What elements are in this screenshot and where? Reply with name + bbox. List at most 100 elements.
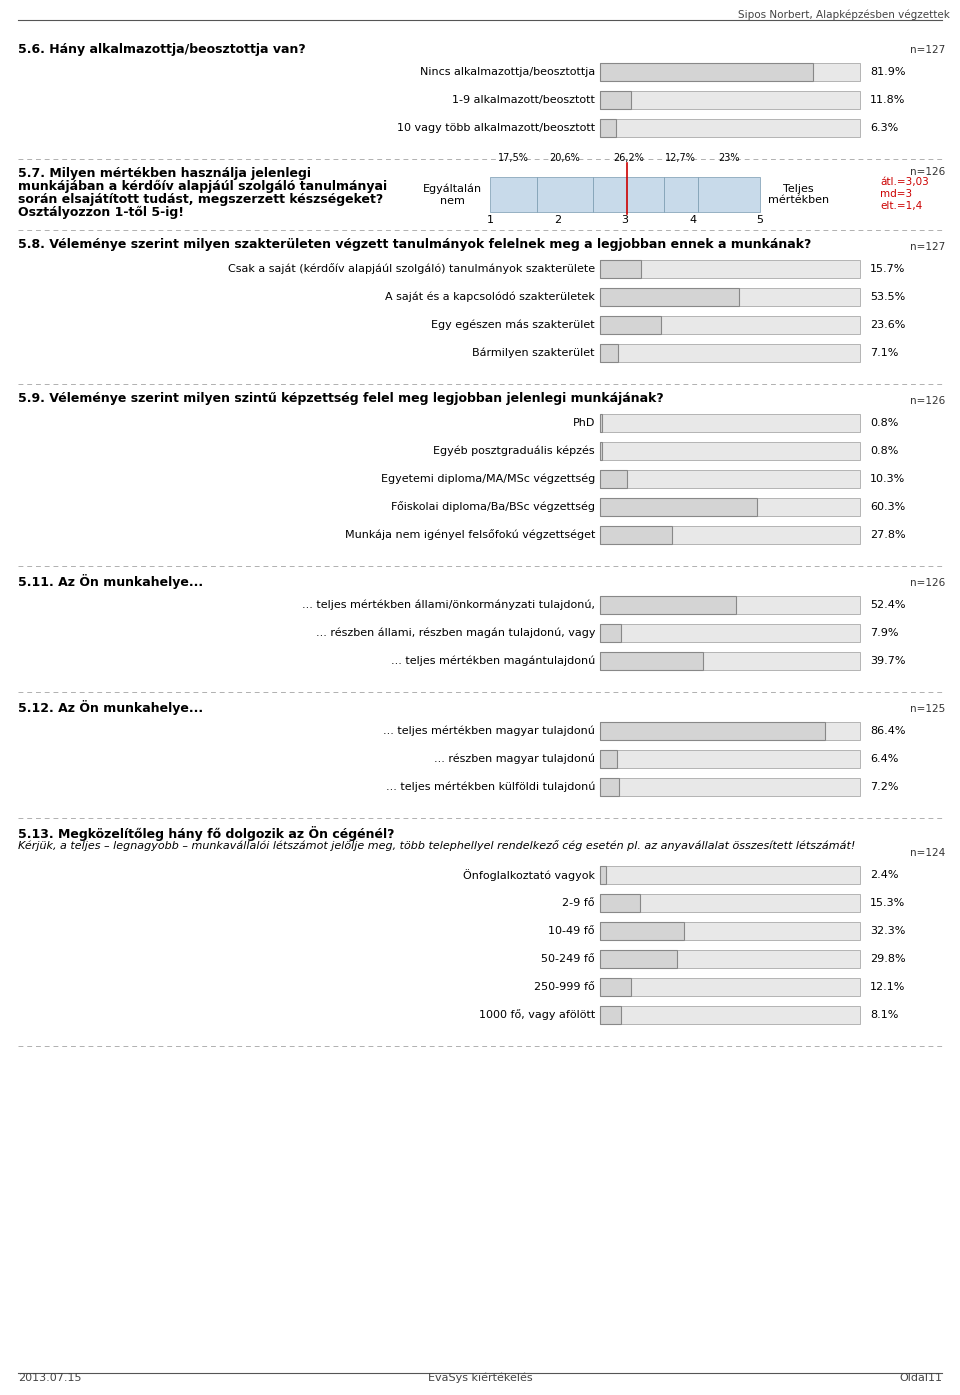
- Text: 8.1%: 8.1%: [870, 1010, 899, 1020]
- Text: n=126: n=126: [910, 578, 946, 589]
- Bar: [600, 978, 860, 996]
- Text: 20,6%: 20,6%: [550, 153, 581, 163]
- Text: n=126: n=126: [910, 396, 946, 406]
- Bar: [600, 922, 860, 940]
- Text: Sipos Norbert, Alapképzésben végzettek: Sipos Norbert, Alapképzésben végzettek: [738, 10, 950, 21]
- Text: ... részben magyar tulajdonú: ... részben magyar tulajdonú: [434, 753, 595, 764]
- Bar: [600, 317, 860, 333]
- Text: 17,5%: 17,5%: [498, 153, 529, 163]
- Text: n=125: n=125: [910, 704, 946, 714]
- Bar: [600, 470, 627, 488]
- Text: 29.8%: 29.8%: [870, 954, 905, 964]
- Text: Önfoglalkoztató vagyok: Önfoglalkoztató vagyok: [463, 869, 595, 882]
- Text: 11.8%: 11.8%: [870, 95, 905, 105]
- Text: 12.1%: 12.1%: [870, 982, 905, 992]
- Text: Teljes
mértékben: Teljes mértékben: [768, 184, 829, 205]
- Text: n=127: n=127: [910, 45, 946, 54]
- Text: 5: 5: [756, 215, 763, 225]
- Text: Nincs alkalmazottja/beosztottja: Nincs alkalmazottja/beosztottja: [420, 67, 595, 77]
- Bar: [600, 866, 860, 884]
- Bar: [600, 470, 860, 488]
- Bar: [600, 119, 860, 137]
- Bar: [600, 63, 860, 81]
- Text: 10 vagy több alkalmazott/beosztott: 10 vagy több alkalmazott/beosztott: [396, 123, 595, 133]
- Text: 0.8%: 0.8%: [870, 418, 899, 428]
- Bar: [600, 922, 684, 940]
- Text: 2.4%: 2.4%: [870, 870, 899, 880]
- Bar: [600, 259, 641, 278]
- Bar: [600, 1006, 621, 1024]
- Text: 81.9%: 81.9%: [870, 67, 905, 77]
- Bar: [600, 259, 860, 278]
- Text: 7.9%: 7.9%: [870, 628, 899, 638]
- Text: 5.7. Milyen mértékben használja jelenlegi: 5.7. Milyen mértékben használja jelenleg…: [18, 167, 311, 180]
- Text: 39.7%: 39.7%: [870, 656, 905, 665]
- Bar: [600, 866, 607, 884]
- Bar: [600, 345, 618, 361]
- Text: 5.8. Véleménye szerint milyen szakterületen végzett tanulmányok felelnek meg a l: 5.8. Véleménye szerint milyen szakterüle…: [18, 239, 811, 251]
- Bar: [600, 498, 860, 516]
- Text: 50-249 fő: 50-249 fő: [541, 954, 595, 964]
- Bar: [600, 751, 616, 769]
- Text: 23%: 23%: [718, 153, 740, 163]
- Text: Egyéb posztgraduális képzés: Egyéb posztgraduális képzés: [433, 446, 595, 456]
- Bar: [600, 287, 739, 306]
- Text: 60.3%: 60.3%: [870, 502, 905, 512]
- Bar: [600, 950, 678, 968]
- Bar: [600, 596, 860, 614]
- Text: Bármilyen szakterület: Bármilyen szakterület: [472, 347, 595, 359]
- Text: 1-9 alkalmazott/beosztott: 1-9 alkalmazott/beosztott: [452, 95, 595, 105]
- Bar: [600, 894, 860, 912]
- Bar: [600, 442, 602, 460]
- Text: elt.=1,4: elt.=1,4: [880, 201, 923, 211]
- Text: n=124: n=124: [910, 848, 946, 858]
- Bar: [600, 723, 825, 739]
- Bar: [600, 91, 860, 109]
- Bar: [600, 596, 736, 614]
- Text: 52.4%: 52.4%: [870, 600, 905, 610]
- Text: ... részben állami, részben magán tulajdonú, vagy: ... részben állami, részben magán tulajd…: [316, 628, 595, 639]
- Text: md=3: md=3: [880, 188, 912, 199]
- Bar: [600, 894, 639, 912]
- Bar: [663, 177, 698, 212]
- Bar: [593, 177, 663, 212]
- Text: Csak a saját (kérdőív alapjáúl szolgáló) tanulmányok szakterülete: Csak a saját (kérdőív alapjáúl szolgáló)…: [228, 264, 595, 275]
- Text: 53.5%: 53.5%: [870, 292, 905, 301]
- Text: Főiskolai diploma/Ba/BSc végzettség: Főiskolai diploma/Ba/BSc végzettség: [391, 502, 595, 512]
- Bar: [600, 526, 860, 544]
- Bar: [538, 177, 593, 212]
- Bar: [600, 498, 756, 516]
- Text: n=126: n=126: [910, 167, 946, 177]
- Text: 27.8%: 27.8%: [870, 530, 905, 540]
- Text: 5.11. Az Ön munkahelye...: 5.11. Az Ön munkahelye...: [18, 573, 204, 589]
- Text: munkájában a kérdőív alapjáúl szolgáló tanulmányai: munkájában a kérdőív alapjáúl szolgáló t…: [18, 180, 387, 193]
- Text: ... teljes mértékben magántulajdonú: ... teljes mértékben magántulajdonú: [391, 656, 595, 667]
- Text: átl.=3,03: átl.=3,03: [880, 177, 928, 187]
- Text: 3: 3: [621, 215, 629, 225]
- Bar: [600, 624, 860, 642]
- Text: 32.3%: 32.3%: [870, 926, 905, 936]
- Bar: [600, 950, 860, 968]
- Text: 2-9 fő: 2-9 fő: [563, 898, 595, 908]
- Bar: [600, 287, 860, 306]
- Text: 10-49 fő: 10-49 fő: [548, 926, 595, 936]
- Text: 1000 fő, vagy afölött: 1000 fő, vagy afölött: [479, 1010, 595, 1021]
- Bar: [600, 63, 813, 81]
- Text: PhD: PhD: [572, 418, 595, 428]
- Bar: [600, 651, 860, 670]
- Bar: [600, 414, 860, 432]
- Bar: [600, 651, 704, 670]
- Text: ... teljes mértékben magyar tulajdonú: ... teljes mértékben magyar tulajdonú: [383, 725, 595, 737]
- Text: ... teljes mértékben külföldi tulajdonú: ... teljes mértékben külföldi tulajdonú: [386, 781, 595, 792]
- Text: 86.4%: 86.4%: [870, 725, 905, 737]
- Text: 26,2%: 26,2%: [612, 153, 643, 163]
- Bar: [600, 778, 860, 797]
- Text: EvaSys kiértékelés: EvaSys kiértékelés: [428, 1373, 532, 1382]
- Text: 1: 1: [487, 215, 493, 225]
- Text: 2013.07.15: 2013.07.15: [18, 1373, 82, 1382]
- Bar: [600, 317, 661, 333]
- Text: Egyetemi diploma/MA/MSc végzettség: Egyetemi diploma/MA/MSc végzettség: [381, 474, 595, 484]
- Text: 5.9. Véleménye szerint milyen szintű képzettség felel meg legjobban jelenlegi mu: 5.9. Véleménye szerint milyen szintű kép…: [18, 392, 663, 405]
- Text: Munkája nem igényel felsőfokú végzettséget: Munkája nem igényel felsőfokú végzettség…: [345, 530, 595, 540]
- Text: Egyáltalán
nem: Egyáltalán nem: [422, 184, 482, 205]
